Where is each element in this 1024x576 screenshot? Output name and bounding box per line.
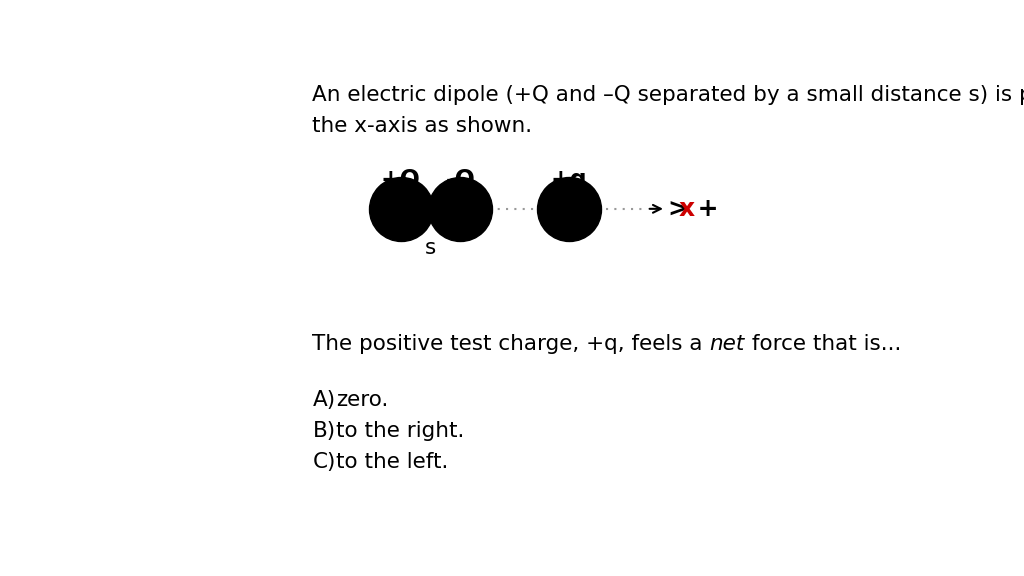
Text: -Q: -Q [445, 168, 475, 192]
Text: An electric dipole (+Q and –Q separated by a small distance s) is placed along: An electric dipole (+Q and –Q separated … [312, 85, 1024, 105]
Text: the x-axis as shown.: the x-axis as shown. [312, 116, 532, 136]
Text: zero.: zero. [336, 389, 389, 410]
Text: The positive test charge, +q, feels a: The positive test charge, +q, feels a [312, 334, 710, 354]
Point [453, 204, 469, 214]
Point [561, 204, 578, 214]
Text: B): B) [312, 420, 336, 441]
Text: +q: +q [551, 168, 588, 192]
Text: to the right.: to the right. [336, 420, 465, 441]
Text: > +: > + [668, 197, 718, 221]
Text: +Q: +Q [381, 168, 421, 192]
Text: force that is...: force that is... [744, 334, 901, 354]
Text: x: x [679, 197, 695, 221]
Text: s: s [425, 238, 436, 257]
Point [392, 204, 409, 214]
Text: to the left.: to the left. [336, 452, 449, 472]
Text: net: net [710, 334, 744, 354]
Text: A): A) [312, 389, 336, 410]
Text: C): C) [312, 452, 336, 472]
